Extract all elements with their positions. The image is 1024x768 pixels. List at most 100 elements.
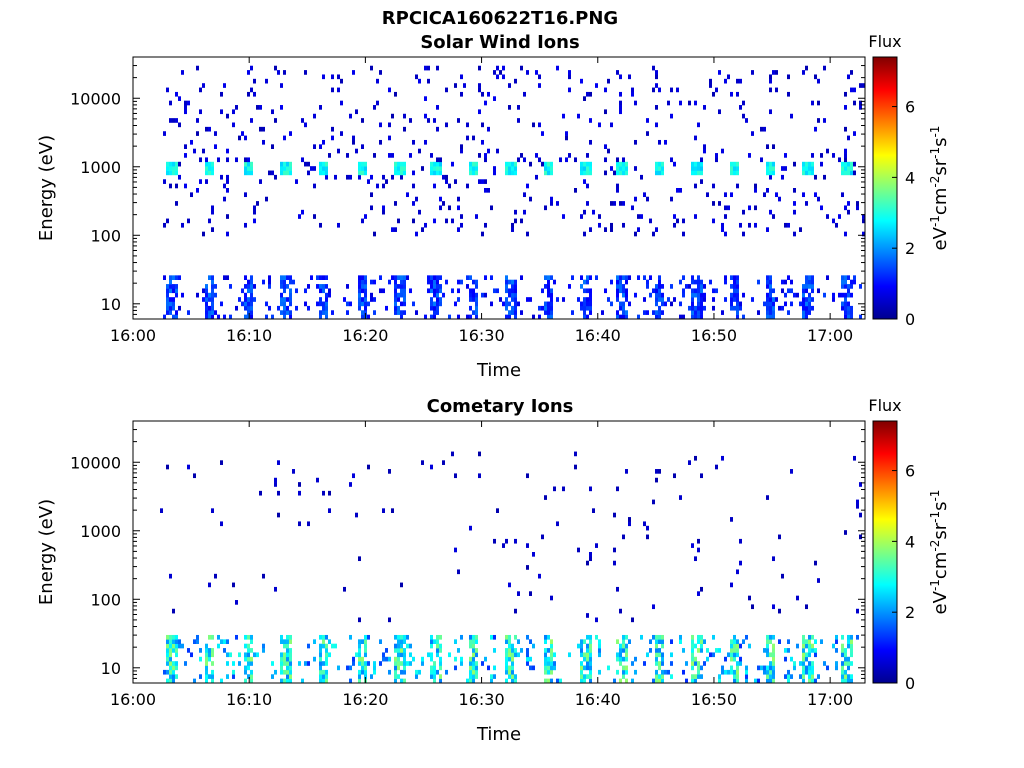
heatmap-cell — [409, 652, 412, 658]
heatmap-cell — [841, 284, 844, 289]
heatmap-cell — [433, 665, 436, 671]
heatmap-cell — [697, 538, 700, 544]
heatmap-cell — [373, 297, 376, 302]
heatmap-cell — [355, 652, 358, 658]
heatmap-cell — [403, 661, 406, 666]
heatmap-cell — [352, 473, 355, 479]
heatmap-cell — [613, 201, 616, 206]
heatmap-cell — [436, 279, 439, 285]
heatmap-cell — [286, 297, 289, 302]
heatmap-cell — [325, 174, 328, 180]
heatmap-cell — [616, 166, 619, 171]
heatmap-cell — [658, 161, 661, 167]
heatmap-cell — [772, 678, 775, 684]
heatmap-cell — [478, 153, 481, 158]
heatmap-cell — [244, 170, 247, 176]
heatmap-cell — [436, 157, 439, 163]
heatmap-cell — [202, 288, 205, 294]
heatmap-cell — [430, 288, 433, 294]
heatmap-cell — [721, 669, 724, 675]
heatmap-cell — [373, 669, 376, 675]
heatmap-cell — [304, 122, 307, 128]
heatmap-cell — [400, 288, 403, 294]
heatmap-cell — [193, 148, 196, 154]
heatmap-cell — [523, 157, 526, 163]
heatmap-cell — [169, 573, 172, 579]
heatmap-cell — [736, 314, 739, 320]
heatmap-cell — [505, 301, 508, 307]
heatmap-cell — [457, 297, 460, 302]
heatmap-cell — [439, 275, 442, 280]
heatmap-cell — [805, 279, 808, 285]
heatmap-cell — [589, 297, 592, 302]
heatmap-cell — [694, 556, 697, 562]
heatmap-cell — [679, 634, 682, 640]
heatmap-cell — [439, 643, 442, 649]
heatmap-cell — [277, 512, 280, 518]
heatmap-cell — [430, 656, 433, 662]
heatmap-cell — [619, 608, 622, 614]
heatmap-cell — [718, 70, 721, 75]
heatmap-cell — [544, 661, 547, 666]
heatmap-cell — [199, 157, 202, 163]
heatmap-cell — [718, 648, 721, 653]
heatmap-cell — [397, 218, 400, 224]
heatmap-cell — [349, 113, 352, 119]
heatmap-cell — [301, 157, 304, 163]
heatmap-cell — [508, 656, 511, 662]
heatmap-cell — [703, 284, 706, 289]
heatmap-cell — [547, 634, 550, 640]
heatmap-cell — [235, 157, 238, 163]
heatmap-cell — [322, 305, 325, 311]
heatmap-cell — [169, 310, 172, 315]
heatmap-cell — [712, 288, 715, 294]
x-tick-label: 16:20 — [342, 326, 388, 345]
heatmap-cell — [772, 297, 775, 302]
heatmap-cell — [274, 174, 277, 180]
heatmap-cell — [394, 297, 397, 302]
heatmap-cell — [454, 547, 457, 553]
heatmap-cell — [550, 305, 553, 311]
heatmap-cell — [628, 74, 631, 80]
heatmap-cell — [709, 78, 712, 84]
heatmap-cell — [697, 288, 700, 294]
heatmap-cell — [712, 201, 715, 206]
heatmap-cell — [250, 297, 253, 302]
heatmap-cell — [208, 656, 211, 662]
heatmap-cell — [466, 678, 469, 684]
heatmap-cell — [226, 157, 229, 163]
heatmap-cell — [169, 279, 172, 285]
heatmap-cell — [271, 674, 274, 679]
heatmap-cell — [190, 652, 193, 658]
heatmap-cell — [694, 214, 697, 219]
heatmap-cell — [736, 161, 739, 167]
heatmap-cell — [682, 275, 685, 280]
heatmap-cell — [610, 122, 613, 128]
heatmap-cell — [403, 292, 406, 298]
heatmap-cell — [583, 179, 586, 184]
heatmap-cell — [697, 301, 700, 307]
heatmap-cell — [487, 126, 490, 132]
heatmap-cell — [802, 314, 805, 320]
heatmap-cell — [739, 538, 742, 544]
heatmap-cell — [250, 305, 253, 311]
heatmap-cell — [322, 139, 325, 145]
heatmap-cell — [169, 100, 172, 106]
heatmap-cell — [514, 608, 517, 614]
heatmap-cell — [469, 297, 472, 302]
heatmap-cell — [622, 534, 625, 540]
heatmap-cell — [619, 161, 622, 167]
heatmap-cell — [481, 91, 484, 97]
heatmap-cell — [289, 648, 292, 653]
heatmap-cell — [685, 678, 688, 684]
heatmap-cell — [469, 314, 472, 320]
heatmap-cell — [568, 652, 571, 658]
heatmap-cell — [442, 174, 445, 180]
heatmap-cell — [805, 288, 808, 294]
heatmap-cell — [694, 643, 697, 649]
heatmap-cell — [490, 634, 493, 640]
heatmap-cell — [730, 643, 733, 649]
heatmap-cell — [730, 91, 733, 97]
heatmap-cell — [358, 678, 361, 684]
heatmap-cell — [280, 634, 283, 640]
